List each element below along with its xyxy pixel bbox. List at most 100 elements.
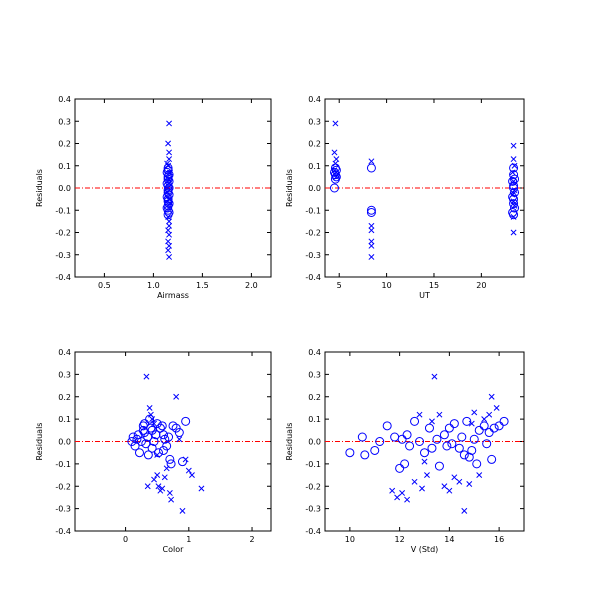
- y-tick-label: 0.4: [308, 348, 321, 357]
- x-tick-label: 5: [337, 281, 342, 290]
- circle-point: [375, 437, 385, 446]
- x-point: [166, 222, 173, 229]
- x-point: [173, 393, 180, 400]
- y-tick-label: -0.3: [305, 505, 321, 514]
- circle-point: [415, 437, 425, 446]
- x-point: [185, 467, 192, 474]
- circle-point: [494, 421, 504, 431]
- x-point: [510, 198, 517, 205]
- circle-point: [482, 439, 492, 449]
- circle-point: [174, 428, 184, 438]
- circle-point: [366, 207, 376, 217]
- circle-point: [345, 448, 355, 458]
- y-tick-label: -0.3: [305, 251, 321, 260]
- y-axis-label: Residuals: [285, 169, 294, 207]
- y-tick-label: 0.0: [58, 184, 71, 193]
- x-point: [155, 483, 162, 490]
- circle-point: [479, 421, 489, 431]
- circle-point: [509, 183, 519, 193]
- x-tick-label: 1.0: [147, 281, 160, 290]
- x-point: [476, 472, 483, 479]
- circle-point: [469, 434, 479, 444]
- y-tick-label: -0.1: [55, 206, 71, 215]
- x-point: [488, 393, 495, 400]
- circle-point: [138, 421, 148, 431]
- y-tick-label: -0.4: [55, 527, 71, 536]
- circle-point: [370, 445, 380, 455]
- x-point: [332, 120, 339, 127]
- circle-point: [162, 167, 172, 177]
- x-point: [165, 247, 172, 254]
- circle-point: [145, 414, 155, 424]
- x-point: [154, 451, 161, 458]
- x-point: [149, 416, 156, 423]
- circle-point: [459, 450, 469, 460]
- x-tick-label: 12: [395, 535, 405, 544]
- y-tick-label: 0.2: [308, 393, 321, 402]
- circle-point: [329, 183, 339, 193]
- circle-point: [432, 434, 442, 444]
- circle-point: [499, 416, 509, 426]
- x-point: [165, 140, 172, 147]
- circle-point: [509, 210, 519, 220]
- circle-point: [427, 443, 437, 453]
- circle-point: [163, 185, 173, 195]
- y-tick-label: 0.4: [308, 95, 321, 104]
- circle-point: [439, 430, 449, 440]
- circle-point: [360, 450, 370, 460]
- circle-point: [330, 174, 340, 184]
- circle-point: [157, 421, 167, 431]
- circle-point: [484, 428, 494, 438]
- circle-point: [163, 210, 173, 220]
- x-point: [509, 169, 516, 176]
- circle-point: [510, 203, 520, 213]
- x-point: [154, 472, 161, 479]
- y-tick-label: -0.3: [55, 251, 71, 260]
- x-point: [167, 200, 174, 207]
- x-point: [368, 158, 375, 165]
- circle-point: [165, 454, 175, 464]
- x-point: [466, 481, 473, 487]
- x-point: [331, 167, 338, 174]
- circle-point: [159, 445, 169, 455]
- y-tick-label: 0.3: [308, 370, 321, 379]
- x-axis-label: Airmass: [157, 291, 189, 300]
- circle-point: [136, 437, 146, 446]
- x-point: [147, 411, 154, 418]
- x-point: [146, 404, 153, 411]
- y-tick-label: 0.1: [308, 162, 321, 171]
- y-tick-label: 0.4: [58, 348, 71, 357]
- x-tick-label: 14: [444, 535, 454, 544]
- circle-point: [366, 163, 376, 173]
- circle-point: [162, 441, 172, 451]
- y-tick-label: -0.4: [55, 273, 71, 282]
- x-point: [166, 180, 173, 187]
- y-tick-label: 0.0: [308, 184, 321, 193]
- x-point: [404, 496, 411, 503]
- x-point: [165, 227, 172, 234]
- x-point: [510, 142, 517, 149]
- y-axis-label: Residuals: [285, 423, 294, 461]
- circle-point: [467, 445, 477, 455]
- x-point: [166, 176, 173, 183]
- x-point: [168, 496, 175, 503]
- vstd-residuals-panel: -0.4 -0.3 -0.2 -0.1 0.0 0.1 0.2 0.3 0.4 10 12 14 16 V…: [285, 348, 525, 554]
- y-tick-label: 0.0: [58, 438, 71, 447]
- x-point: [165, 213, 172, 220]
- circle-point: [141, 439, 151, 449]
- x-point: [166, 218, 173, 225]
- x-axis-label: UT: [419, 291, 430, 300]
- y-tick-label: 0.1: [58, 415, 71, 424]
- x-tick-label: 10: [382, 281, 392, 290]
- x-point: [389, 487, 396, 494]
- circle-point: [149, 437, 159, 446]
- x-tick-label: 15: [429, 281, 439, 290]
- circle-point: [400, 459, 410, 469]
- circle-point: [147, 425, 157, 435]
- circle-point: [171, 423, 181, 433]
- circle-point: [405, 441, 415, 451]
- x-point: [461, 507, 468, 514]
- circle-point: [147, 443, 157, 453]
- x-point: [368, 254, 375, 260]
